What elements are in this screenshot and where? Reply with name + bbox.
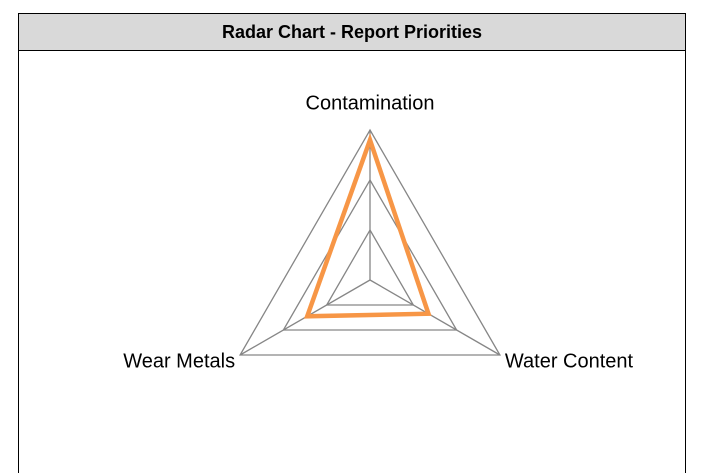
grid-ring (238, 128, 502, 356)
axis-line (369, 279, 501, 356)
axis-label: Contamination (306, 92, 435, 114)
chart-title: Radar Chart - Report Priorities (222, 22, 482, 42)
axis-label: Wear Metals (123, 350, 235, 372)
title-bar (18, 13, 686, 51)
axis-label: Water Content (505, 350, 634, 372)
grid-ring (325, 228, 415, 306)
series-line (303, 133, 432, 319)
chart-frame (18, 13, 686, 473)
